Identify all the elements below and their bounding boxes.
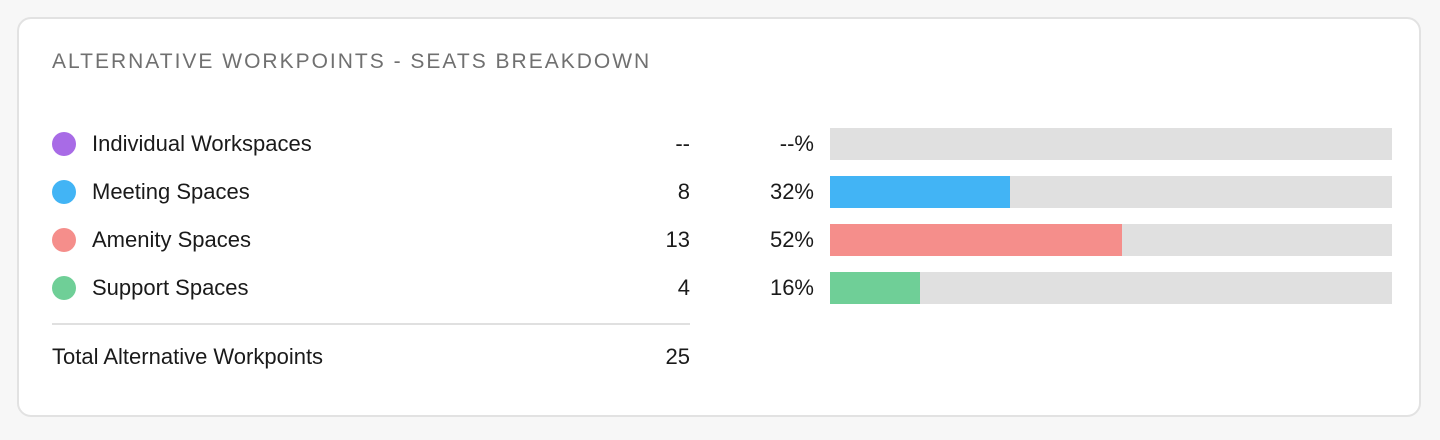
row-percent: 32% (769, 179, 814, 204)
support-color-dot-icon (52, 276, 76, 300)
row-count: 13 (665, 227, 690, 252)
row-percent: --% (779, 131, 814, 156)
total-divider (52, 323, 690, 325)
card-title: ALTERNATIVE WORKPOINTS - SEATS BREAKDOWN (52, 50, 652, 73)
row-label: Support Spaces (92, 275, 249, 300)
seats-breakdown-card: ALTERNATIVE WORKPOINTS - SEATS BREAKDOWN… (17, 17, 1421, 417)
row-progress-track (830, 176, 1392, 208)
row-progress-track (830, 224, 1392, 256)
row-count: 8 (677, 179, 690, 204)
breakdown-row-amenity: Amenity Spaces 13 52% (19, 224, 1419, 256)
total-label: Total Alternative Workpoints (52, 344, 324, 369)
row-percent: 16% (769, 275, 814, 300)
meeting-color-dot-icon (52, 180, 76, 204)
breakdown-row-support: Support Spaces 4 16% (19, 272, 1419, 304)
row-progress-fill (830, 224, 1123, 256)
row-progress-track (830, 272, 1392, 304)
row-label: Amenity Spaces (92, 227, 251, 252)
amenity-color-dot-icon (52, 228, 76, 252)
row-label: Individual Workspaces (92, 131, 312, 156)
breakdown-row-meeting: Meeting Spaces 8 32% (19, 176, 1419, 208)
total-value: 25 (665, 344, 690, 369)
row-progress-track (830, 128, 1392, 160)
row-count: -- (675, 131, 690, 156)
individual-color-dot-icon (52, 132, 76, 156)
row-count: 4 (677, 275, 690, 300)
row-label: Meeting Spaces (92, 179, 250, 204)
breakdown-row-individual: Individual Workspaces -- --% (19, 128, 1419, 160)
row-percent: 52% (769, 227, 814, 252)
row-progress-fill (830, 176, 1010, 208)
row-progress-fill (830, 272, 920, 304)
